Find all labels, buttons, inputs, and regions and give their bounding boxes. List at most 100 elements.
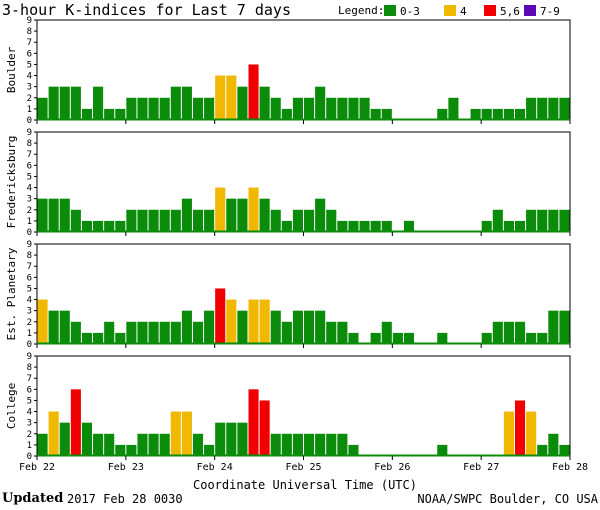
y-tick-label: 8 [27,27,32,37]
k-index-bar [59,422,70,456]
k-index-bar [70,389,81,456]
k-index-bar [170,321,181,344]
k-index-bar [537,97,548,120]
updated-label: Updated [2,491,64,506]
k-index-bar [514,220,526,232]
y-tick-label: 0 [27,228,32,238]
k-index-bar [370,108,381,120]
k-index-bar [537,209,548,232]
k-index-bar [348,97,359,120]
y-tick-label: 6 [27,385,32,395]
k-index-bar [93,433,104,456]
k-index-bar [548,97,559,120]
y-tick-label: 7 [27,374,32,384]
k-index-bar [148,209,159,232]
k-index-bar [381,220,392,232]
k-index-bar [281,108,292,120]
k-index-bar [292,209,303,232]
k-index-bar [204,444,215,456]
k-index-bar [170,411,181,456]
k-index-bar [292,97,303,120]
k-index-bar [337,97,348,120]
k-index-bar [315,198,326,232]
k-index-bar [526,411,537,456]
k-index-bar [259,299,270,344]
k-index-bar [215,288,226,344]
k-index-bar [270,97,281,120]
k-index-bar [559,444,570,456]
k-index-bar [104,321,115,344]
k-index-bar [137,97,148,120]
station-label: Est. Planetary [5,247,18,340]
k-index-bar [270,310,281,344]
k-index-bar [381,321,392,344]
k-index-bar [337,433,348,456]
y-tick-label: 4 [27,408,32,418]
k-index-bar [81,422,93,456]
source-credit: NOAA/SWPC Boulder, CO USA [417,492,598,506]
k-index-bar [115,220,126,232]
y-tick-label: 0 [27,340,32,350]
k-index-bar [159,433,170,456]
k-index-bar [337,220,348,232]
k-index-bar [226,299,237,344]
k-index-bar [204,97,215,120]
k-index-bar [248,299,259,344]
k-index-bar [148,97,159,120]
y-tick-label: 4 [27,184,32,194]
legend-swatch [484,5,496,16]
k-index-bar [537,332,548,344]
y-tick-label: 6 [27,161,32,171]
k-index-bar [526,209,537,232]
y-tick-label: 6 [27,49,32,59]
k-index-bar [215,422,226,456]
y-tick-label: 9 [27,352,32,362]
x-tick-label: Feb 23 [108,462,144,473]
panel-frame [36,131,571,233]
k-index-bar [392,332,403,344]
k-index-bar [526,97,537,120]
k-index-bar [270,433,281,456]
k-index-bar [248,187,259,232]
k-index-bar [159,97,170,120]
k-index-bar [315,433,326,456]
k-index-bar [259,86,270,120]
legend-entry: 0-3 [400,5,420,18]
y-tick-label: 8 [27,139,32,149]
k-index-bar [437,444,448,456]
k-index-bar [70,321,81,344]
k-index-bar [503,108,514,120]
y-tick-label: 3 [27,419,32,429]
k-index-bar [137,209,148,232]
k-index-bar [237,422,248,456]
k-index-bar [326,433,337,456]
k-index-bar [48,310,59,344]
y-tick-label: 2 [27,318,32,328]
k-index-bar [548,433,559,456]
y-tick-label: 2 [27,94,32,104]
k-index-bar [192,209,204,232]
k-index-bar [304,97,315,120]
y-tick-label: 6 [27,273,32,283]
legend-entry: 5,6 [500,5,520,18]
k-index-bar [192,321,204,344]
y-tick-label: 5 [27,60,32,70]
k-index-bar [304,209,315,232]
k-index-bar [403,332,415,344]
k-index-bar [304,433,315,456]
k-index-bar [226,198,237,232]
legend-entry: 4 [460,5,467,18]
k-index-bar [37,198,48,232]
k-index-bar [104,433,115,456]
k-index-bar [548,310,559,344]
k-index-bar [259,400,270,456]
k-index-bar [514,108,526,120]
k-index-bar [48,411,59,456]
y-tick-label: 9 [27,240,32,250]
x-tick-label: Feb 28 [552,462,588,473]
k-index-bar [503,411,514,456]
k-index-bar [93,86,104,120]
k-index-bar [137,433,148,456]
k-index-bar [226,75,237,120]
